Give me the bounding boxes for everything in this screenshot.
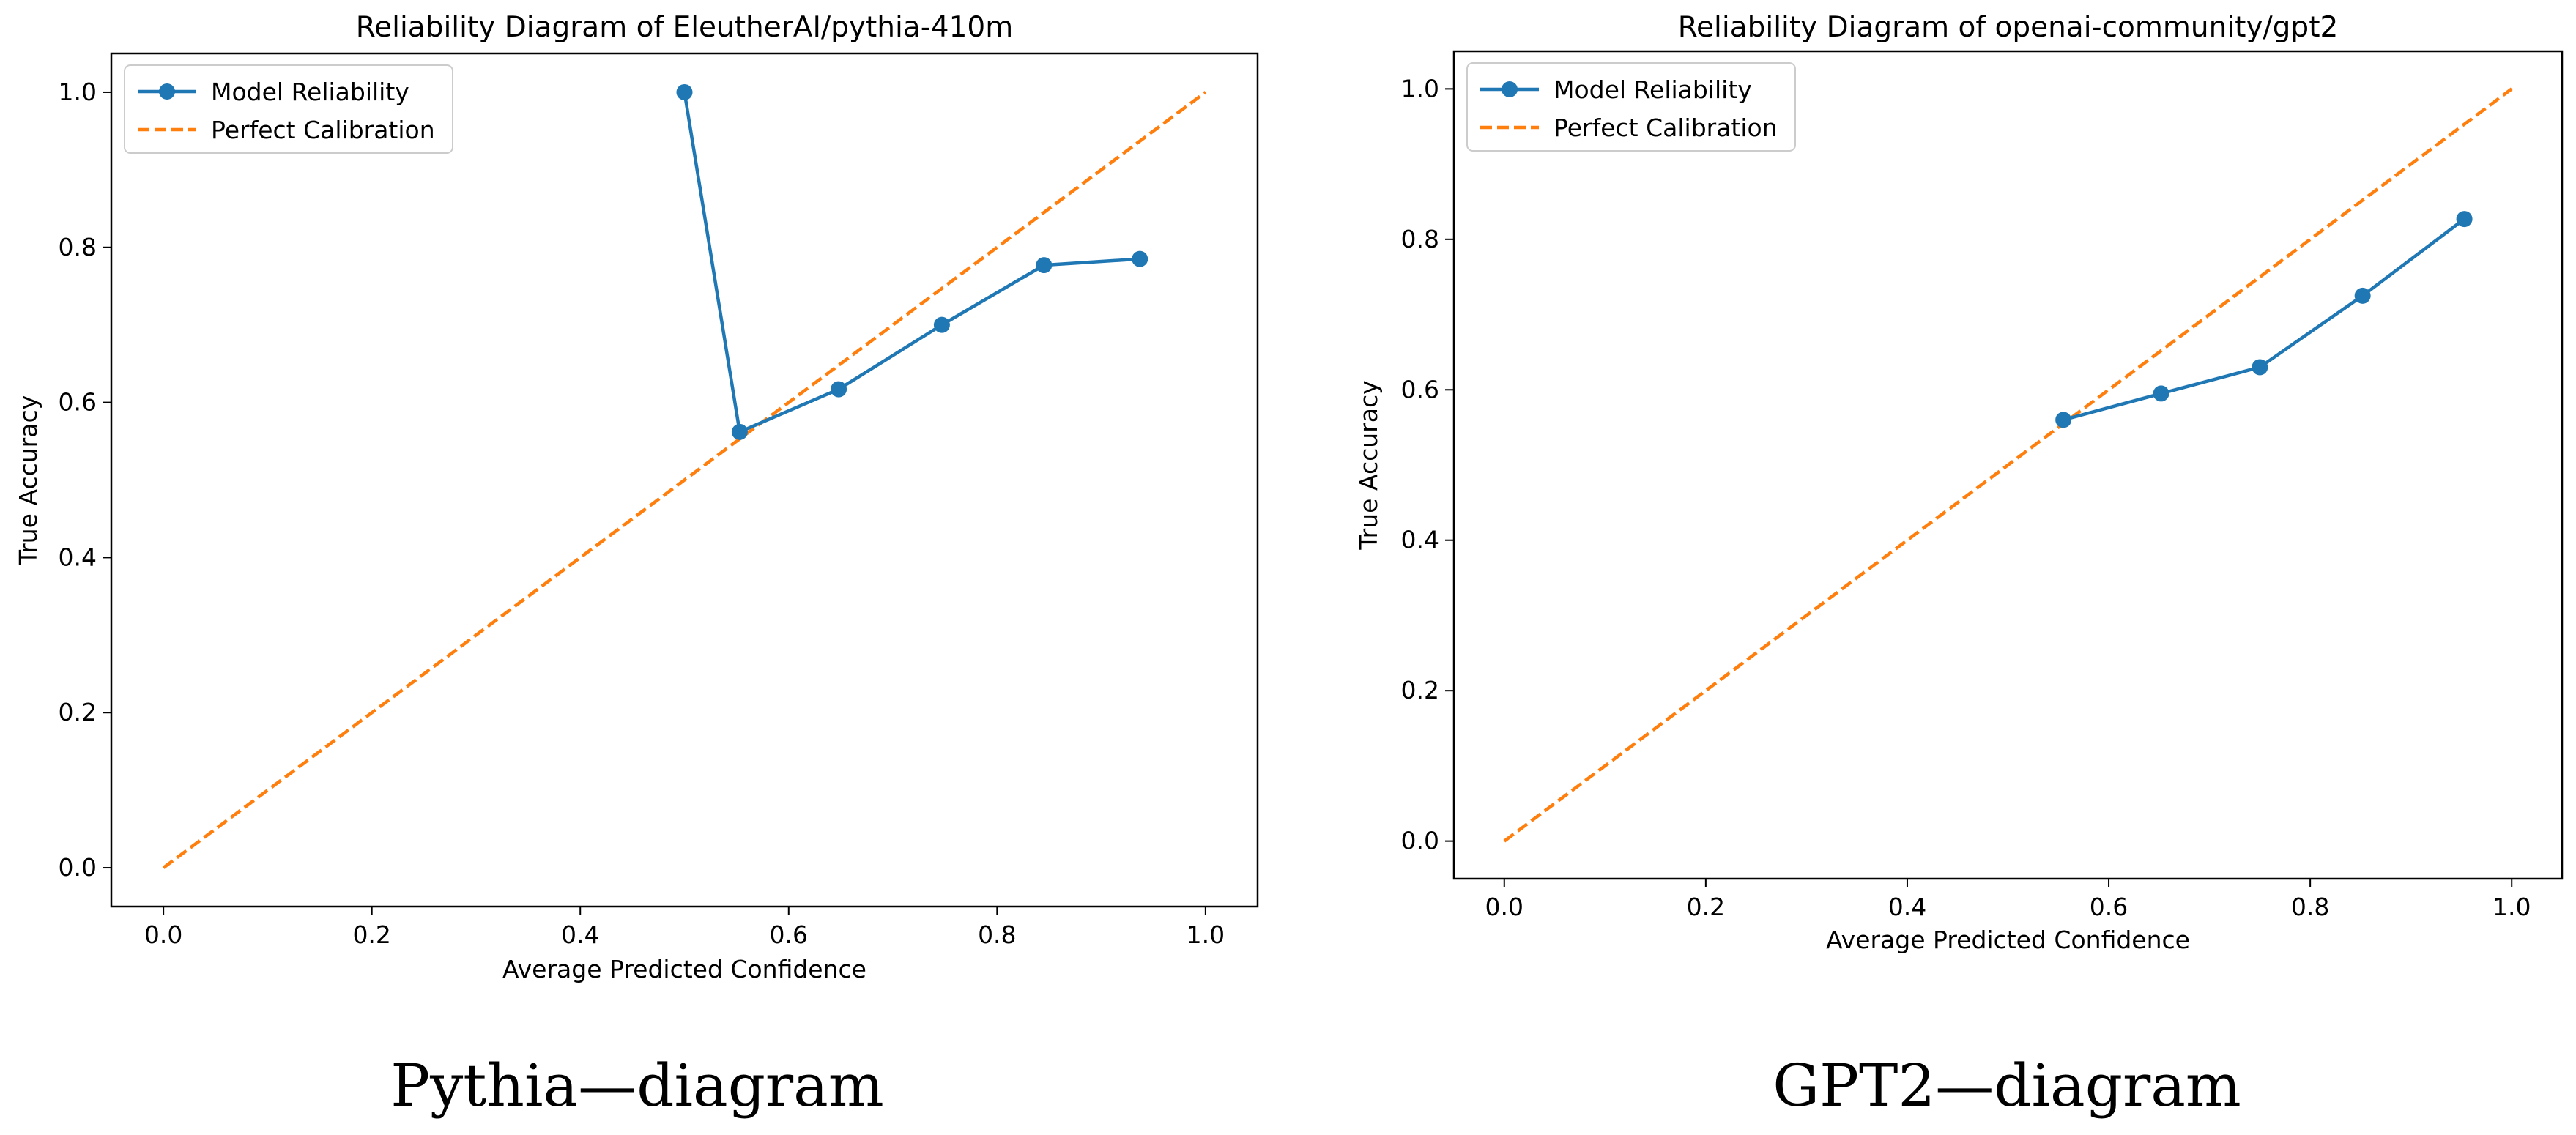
- x-tick-label: 0.8: [2291, 893, 2329, 921]
- x-tick-label: 0.6: [770, 920, 808, 949]
- data-point: [2354, 287, 2371, 304]
- data-point: [2153, 385, 2169, 402]
- legend-marker: [1502, 81, 1518, 97]
- y-tick-label: 0.6: [1401, 375, 1439, 403]
- series-line-model-reliability: [683, 92, 1140, 434]
- y-tick-label: 1.0: [59, 78, 97, 106]
- y-tick-label: 0.0: [59, 853, 97, 882]
- data-point: [1036, 257, 1053, 274]
- plot-frame: [1452, 50, 2564, 880]
- plot-frame: [110, 52, 1259, 908]
- series-line-perfect-calibration: [162, 91, 1207, 869]
- x-tick-label: 0.6: [2090, 893, 2128, 921]
- x-tick-label: 0.4: [1888, 893, 1926, 921]
- data-point: [1132, 250, 1148, 267]
- x-tick-label: 1.0: [2493, 893, 2531, 921]
- x-tick-label: 0.0: [1485, 893, 1523, 921]
- chart-pythia: Reliability Diagram of EleutherAI/pythia…: [14, 11, 1259, 1120]
- y-tick-label: 0.8: [59, 233, 97, 261]
- y-tick-label: 0.4: [1401, 526, 1439, 554]
- data-point: [676, 83, 693, 100]
- x-axis-label: Average Predicted Confidence: [1826, 926, 2190, 954]
- charts-root: Reliability Diagram of EleutherAI/pythia…: [14, 11, 2564, 1120]
- figure-caption: GPT2—diagram: [1773, 1052, 2241, 1120]
- x-tick-label: 0.8: [978, 920, 1016, 949]
- x-tick-label: 1.0: [1187, 920, 1225, 949]
- x-tick-label: 0.2: [1687, 893, 1725, 921]
- figure-caption: Pythia—diagram: [390, 1052, 883, 1120]
- legend-box: [1466, 62, 1796, 152]
- legend-marker: [159, 83, 175, 100]
- y-tick-label: 0.8: [1401, 225, 1439, 253]
- data-point: [2456, 211, 2473, 228]
- legend-label: Perfect Calibration: [1554, 114, 1778, 142]
- y-axis-label: True Accuracy: [14, 395, 42, 565]
- y-axis-label: True Accuracy: [1354, 380, 1383, 550]
- legend-label: Model Reliability: [1554, 75, 1752, 104]
- data-point: [831, 381, 847, 398]
- chart-gpt2: Reliability Diagram of openai-community/…: [1354, 11, 2564, 1120]
- x-tick-label: 0.2: [352, 920, 390, 949]
- data-point: [2252, 359, 2268, 376]
- chart-title: Reliability Diagram of EleutherAI/pythia…: [356, 11, 1013, 44]
- y-tick-label: 0.2: [1401, 676, 1439, 704]
- legend-label: Perfect Calibration: [211, 116, 435, 144]
- y-tick-label: 0.4: [59, 543, 97, 571]
- y-tick-label: 0.2: [59, 698, 97, 726]
- series-line-perfect-calibration: [1503, 87, 2513, 843]
- y-tick-label: 1.0: [1401, 74, 1439, 103]
- y-tick-label: 0.0: [1401, 827, 1439, 855]
- legend-box: [124, 64, 453, 154]
- legend-label: Model Reliability: [211, 78, 409, 106]
- data-point: [2055, 412, 2072, 428]
- chart-title: Reliability Diagram of openai-community/…: [1678, 11, 2339, 44]
- x-tick-label: 0.0: [144, 920, 182, 949]
- y-tick-label: 0.6: [59, 388, 97, 417]
- data-point: [731, 423, 748, 440]
- x-axis-label: Average Predicted Confidence: [502, 955, 866, 983]
- data-point: [933, 316, 950, 333]
- x-tick-label: 0.4: [561, 920, 599, 949]
